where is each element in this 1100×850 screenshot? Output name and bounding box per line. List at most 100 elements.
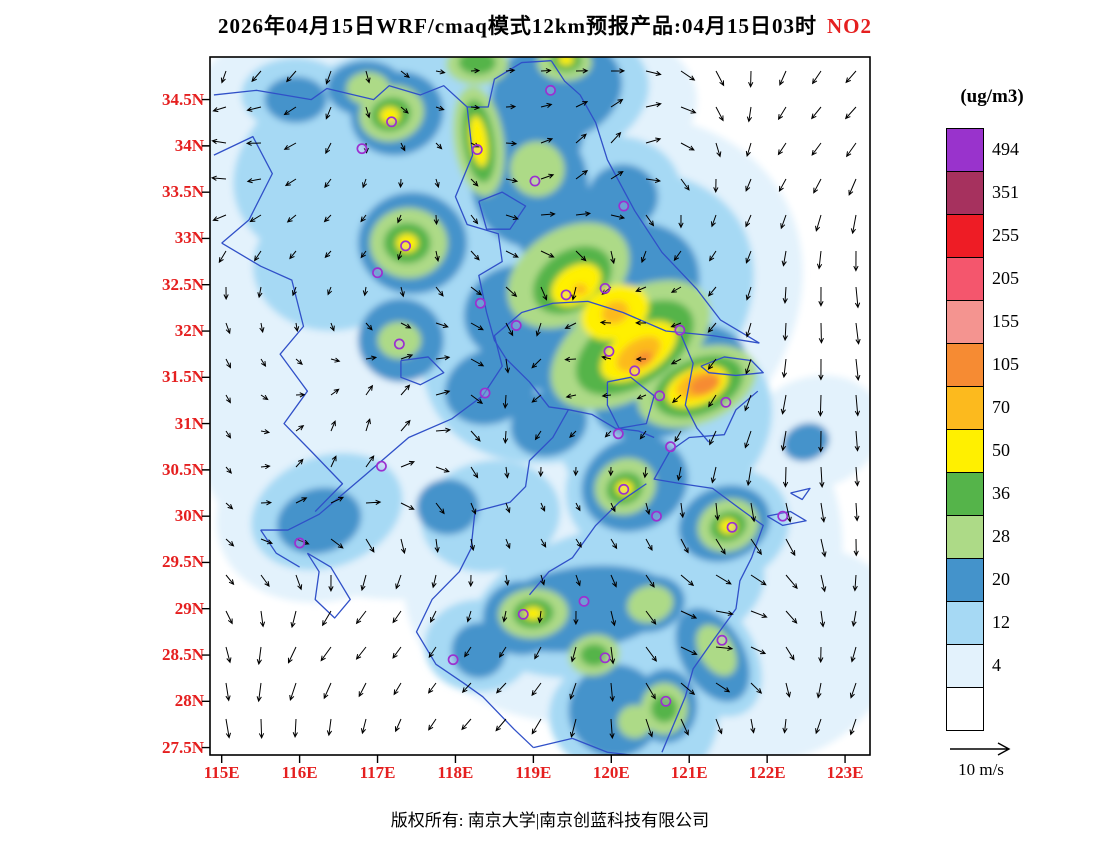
- boundary-line: [790, 487, 811, 501]
- figure-title: 2026年04月15日WRF/cmaq模式12km预报产品:04月15日03时 N…: [0, 10, 1090, 40]
- y-axis-label: 34.5N: [161, 89, 204, 109]
- field-region: [469, 115, 489, 167]
- y-axis-label: 33.5N: [161, 182, 204, 202]
- boundary-line: [550, 60, 760, 344]
- x-axis-label: 121E: [670, 763, 708, 782]
- boundary-line: [528, 483, 647, 596]
- boundary-line: [700, 356, 764, 377]
- wind-vectors: [210, 67, 861, 740]
- legend-level-label: 20: [992, 569, 1010, 589]
- city-marker: [578, 595, 590, 607]
- city-marker: [660, 695, 672, 707]
- legend-color-swatch: [946, 257, 984, 301]
- legend-color-swatch: [946, 472, 984, 516]
- boundary-line: [568, 409, 655, 439]
- legend-level-label: 28: [992, 526, 1010, 546]
- map-canvas: [202, 56, 871, 763]
- y-axis-label: 32.5N: [161, 274, 204, 294]
- field-region: [416, 479, 479, 535]
- legend-color-swatch: [946, 558, 984, 602]
- field-region: [444, 348, 537, 425]
- y-axis-label: 28N: [174, 691, 204, 711]
- legend-level-label: 494: [992, 139, 1019, 159]
- legend-color-swatch: [946, 386, 984, 430]
- city-markers: [294, 84, 789, 707]
- legend-level-label: 105: [992, 354, 1019, 374]
- city-marker: [618, 483, 630, 495]
- wind-reference-label: 10 m/s: [958, 760, 1004, 779]
- axis-ticks: [202, 98, 846, 763]
- no2-concentration-field: [210, 57, 870, 755]
- legend-level-label: 255: [992, 225, 1019, 245]
- city-marker: [294, 537, 306, 549]
- boundary-line: [260, 300, 760, 531]
- field-region: [510, 390, 588, 457]
- y-axis-label: 29N: [174, 598, 204, 618]
- city-marker: [372, 267, 383, 279]
- field-region: [264, 76, 327, 123]
- y-axis-label: 28.5N: [161, 645, 204, 665]
- field-region: [451, 622, 507, 679]
- city-marker: [375, 460, 387, 472]
- city-marker: [386, 116, 398, 128]
- field-region: [601, 300, 629, 325]
- legend-level-label: 4: [992, 655, 1001, 675]
- field-region: [573, 283, 588, 295]
- legend-color-swatch: [946, 644, 984, 688]
- y-axis-label: 29.5N: [161, 552, 204, 572]
- city-marker: [560, 289, 572, 301]
- legend-level-label: 12: [992, 612, 1010, 632]
- x-axis-label: 122E: [748, 763, 786, 782]
- city-marker: [603, 345, 615, 357]
- legend-color-swatch: [946, 128, 984, 172]
- boundary-line: [260, 529, 300, 568]
- city-marker: [529, 175, 541, 187]
- y-axis-label: 27.5N: [161, 737, 204, 757]
- y-axis-label: 30N: [174, 506, 204, 526]
- field-region: [458, 57, 496, 75]
- boundary-line: [306, 552, 351, 619]
- field-region: [509, 141, 565, 197]
- city-marker: [612, 428, 624, 440]
- x-axis-label: 115E: [203, 763, 240, 782]
- legend-color-swatch: [946, 171, 984, 215]
- field-region: [689, 374, 720, 395]
- city-marker: [599, 282, 611, 294]
- city-marker: [651, 510, 662, 522]
- boundary-line: [533, 737, 631, 755]
- legend-color-swatch: [946, 515, 984, 559]
- boundary-line: [213, 60, 552, 108]
- title-text: 2026年04月15日WRF/cmaq模式12km预报产品:04月15日03时: [218, 14, 817, 38]
- boundary-line: [400, 356, 445, 386]
- city-marker: [674, 324, 686, 336]
- legend-unit-label: (ug/m3): [960, 86, 1024, 107]
- province-boundaries: [213, 60, 811, 755]
- pollutant-label: NO2: [827, 14, 872, 38]
- legend-level-label: 155: [992, 311, 1019, 331]
- city-marker: [510, 320, 522, 331]
- boundary-line: [606, 376, 655, 429]
- field-region: [276, 487, 362, 554]
- city-marker: [599, 652, 611, 664]
- field-region: [617, 705, 652, 739]
- field-region: [346, 71, 390, 106]
- field-region: [616, 336, 661, 373]
- y-axis-label: 31N: [174, 413, 204, 433]
- city-marker: [393, 338, 405, 350]
- city-marker: [517, 608, 529, 620]
- legend-color-swatch: [946, 601, 984, 645]
- city-marker: [447, 654, 459, 666]
- y-axis-label: 30.5N: [161, 459, 204, 479]
- city-marker: [716, 634, 728, 646]
- legend-color-swatch: [946, 343, 984, 387]
- boundary-line: [221, 242, 344, 512]
- map-plot: [202, 56, 871, 763]
- legend-color-swatch: [946, 214, 984, 258]
- field-region: [627, 585, 674, 623]
- legend-level-label: 351: [992, 182, 1019, 202]
- field-region: [783, 422, 829, 462]
- city-marker: [471, 144, 483, 156]
- city-marker: [726, 521, 738, 533]
- y-axis-label: 33N: [174, 228, 204, 248]
